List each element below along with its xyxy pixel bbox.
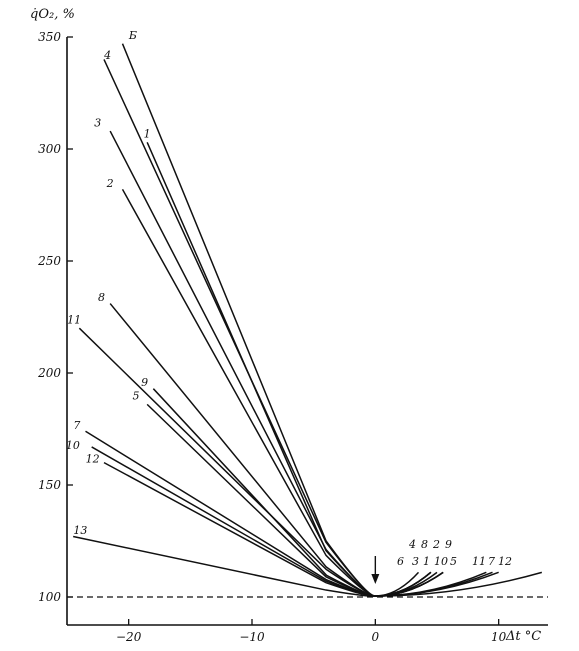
- curve-6: [121, 43, 420, 597]
- curve-7: [85, 430, 493, 597]
- curves: [73, 43, 543, 597]
- curve-label-11: 11: [67, 313, 81, 326]
- curve-label-5: 5: [133, 390, 140, 403]
- arrow-head: [371, 574, 380, 584]
- curve-12: [103, 461, 499, 597]
- y-tick-label-250: 250: [37, 254, 61, 268]
- curve-label-3: 3: [94, 116, 101, 129]
- curve-10: [91, 446, 444, 597]
- curve-label-1: 1: [144, 128, 151, 141]
- right-label-top-9: 9: [445, 538, 452, 551]
- right-label-far-7: 7: [488, 555, 495, 568]
- right-label-mid-1: 1: [423, 555, 430, 568]
- curve-label-8: 8: [98, 291, 105, 304]
- right-label-top-2: 2: [432, 538, 440, 551]
- right-label-top-4: 4: [408, 538, 416, 551]
- axes: 100 150 200 250 300 350 −20 −10 0 10 q̇O₂, % Δt °C: [30, 7, 548, 644]
- curve-label-10: 10: [66, 439, 80, 452]
- y-tick-label-350: 350: [38, 30, 61, 44]
- x-tick-label--10: −10: [239, 630, 265, 644]
- curve-1: [146, 141, 432, 597]
- curve-4: [103, 59, 432, 597]
- y-tick-label-200: 200: [37, 366, 61, 380]
- curve-label-7: 7: [73, 419, 80, 432]
- right-label-far-12: 12: [498, 555, 512, 568]
- curve-8: [109, 303, 438, 597]
- curve-label-13: 13: [73, 524, 87, 537]
- y-tick-label-300: 300: [38, 142, 61, 156]
- curve-13: [73, 535, 543, 597]
- y-tick-label-150: 150: [38, 478, 61, 492]
- y-axis-title: q̇O₂, %: [30, 7, 75, 22]
- x-tick-label-0: 0: [372, 630, 380, 644]
- curve-label-2: 2: [106, 177, 114, 190]
- right-label-far-11: 11: [472, 555, 486, 568]
- right-label-mid-10: 10: [434, 555, 448, 568]
- right-label-mid-5: 5: [450, 555, 457, 568]
- curve-2: [121, 188, 432, 597]
- right-label-mid-3: 3: [412, 555, 419, 568]
- curve-label-9: 9: [141, 376, 148, 389]
- right-label-top-8: 8: [421, 538, 428, 551]
- curve-label-Б: Б: [128, 29, 137, 42]
- x-axis-title: Δt °C: [505, 629, 541, 644]
- curve-label-12: 12: [86, 452, 100, 465]
- right-label-mid-6: 6: [397, 555, 404, 568]
- curve-3: [109, 130, 432, 597]
- x-tick-label-10: 10: [491, 630, 507, 644]
- curve-label-4: 4: [103, 49, 111, 62]
- y-tick-label-100: 100: [38, 590, 61, 604]
- x-tick-label--20: −20: [116, 630, 142, 644]
